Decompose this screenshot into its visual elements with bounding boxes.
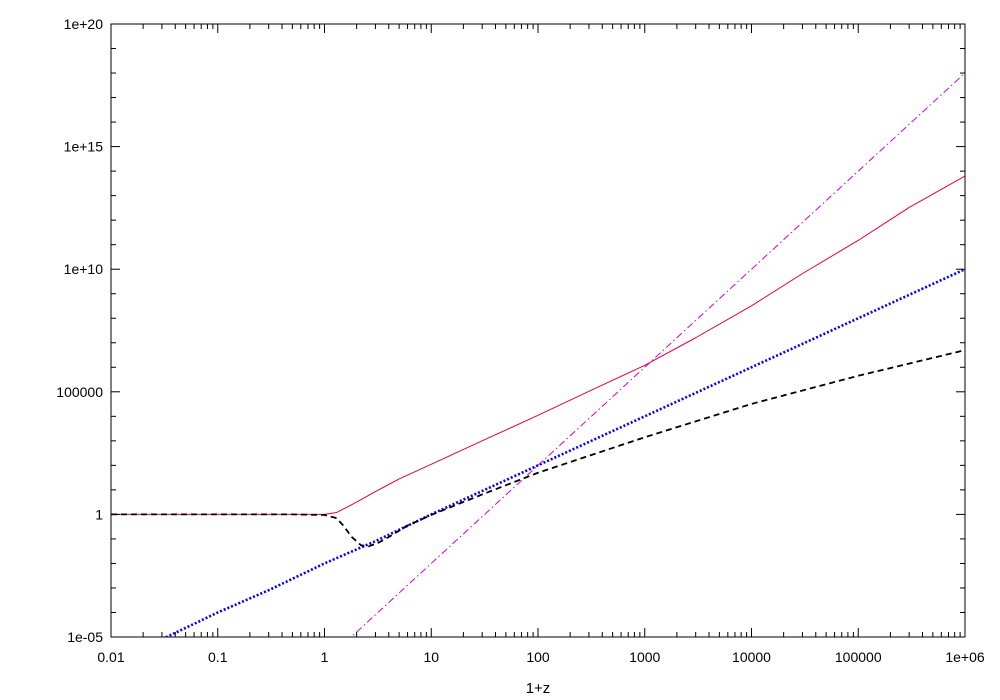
x-tick-label: 10000: [732, 649, 771, 665]
x-tick-label: 1000: [629, 649, 660, 665]
series-red-solid: [111, 175, 965, 515]
x-tick-label: 0.01: [97, 649, 124, 665]
x-tick-label: 1: [321, 649, 329, 665]
x-tick-label: 100000: [835, 649, 882, 665]
x-tick-label: 10: [423, 649, 439, 665]
labels-layer: 0.01 0.1 1 10 100 1000 10000 100000 1e+06 1e-05 1 1…: [56, 16, 985, 665]
x-tick-label: 1e+06: [945, 649, 985, 665]
series-magenta-dashdot: [350, 72, 965, 637]
series-black-dashed: [111, 349, 965, 548]
y-tick-label: 1e+20: [64, 16, 104, 32]
series-blue-dotted: [163, 268, 965, 637]
plot-frame: [110, 23, 966, 638]
y-tick-label: 1e-05: [67, 629, 103, 645]
x-tick-label: 100: [526, 649, 550, 665]
y-tick-label: 1: [95, 506, 103, 522]
x-axis-label: 1+z: [526, 680, 551, 697]
series-layer: [111, 72, 965, 637]
y-tick-label: 1e+15: [64, 139, 104, 155]
y-tick-label: 1e+10: [64, 261, 104, 277]
y-tick-label: 100000: [56, 384, 103, 400]
x-tick-label: 0.1: [208, 649, 228, 665]
